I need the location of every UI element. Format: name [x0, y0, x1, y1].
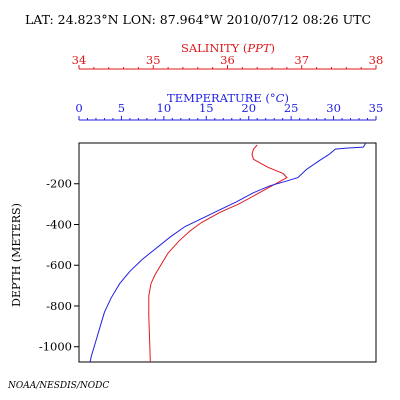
- temperature-tick-label: 30: [326, 101, 341, 115]
- depth-tick-label: -200: [46, 177, 72, 191]
- depth-axis-title: DEPTH (METERS): [10, 203, 23, 307]
- temperature-profile-line: [89, 142, 367, 363]
- credit-footer: NOAA/NESDIS/NODC: [7, 381, 109, 391]
- temperature-axis: TEMPERATURE (°C) 0 5 10 15 20 25 30 35: [75, 91, 384, 121]
- depth-tick-label: -600: [46, 258, 72, 272]
- plot-frame: [78, 142, 377, 363]
- depth-tick-label: -800: [46, 299, 72, 313]
- temperature-tick-label: 10: [157, 101, 172, 115]
- temperature-axis-title: TEMPERATURE (°C): [167, 91, 289, 105]
- temperature-tick-label: 15: [199, 101, 214, 115]
- salinity-tick-label: 37: [294, 53, 309, 67]
- salinity-tick-label: 38: [369, 53, 384, 67]
- salinity-profile-line: [148, 144, 288, 363]
- salinity-tick-label: 36: [220, 53, 235, 67]
- salinity-axis-title: SALINITY (PPT): [181, 41, 275, 55]
- temperature-tick-label: 20: [241, 101, 256, 115]
- location-header: LAT: 24.823°N LON: 87.964°W 2010/07/12 0…: [25, 12, 371, 27]
- temperature-tick-label: 0: [75, 101, 82, 115]
- temperature-tick-label: 25: [284, 101, 299, 115]
- depth-axis: DEPTH (METERS) -200 -400 -600 -800 -1000: [10, 177, 79, 354]
- depth-tick-label: -1000: [39, 340, 72, 354]
- salinity-tick-label: 34: [72, 53, 87, 67]
- depth-tick-label: -400: [46, 217, 72, 231]
- salinity-tick-label: 35: [146, 53, 161, 67]
- salinity-axis: SALINITY (PPT) 34 35 36 37 38: [72, 41, 384, 70]
- series-layer: [89, 142, 367, 363]
- temperature-tick-label: 35: [369, 101, 384, 115]
- temperature-tick-label: 5: [118, 101, 125, 115]
